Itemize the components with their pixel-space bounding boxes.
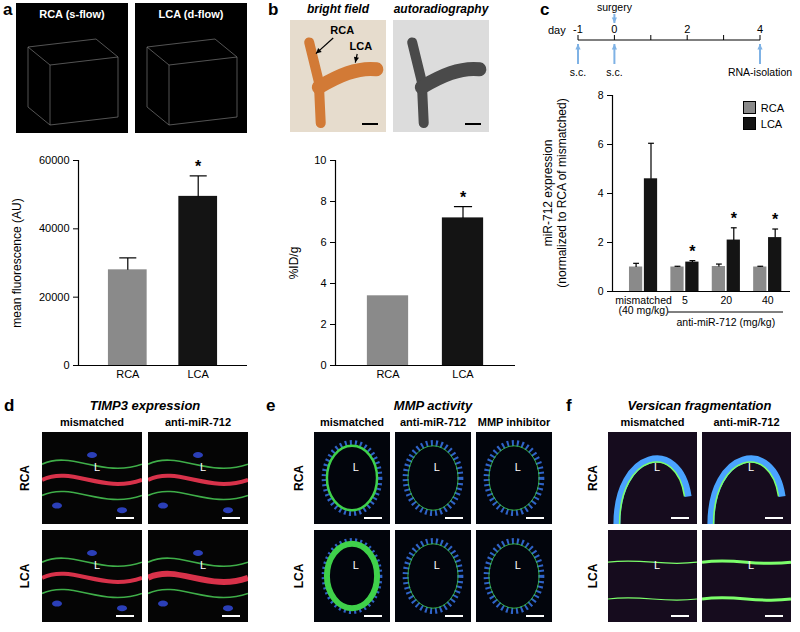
svg-text:RCA: RCA — [330, 24, 354, 36]
svg-text:40000: 40000 — [39, 222, 70, 234]
html-text:mismatched: mismatched — [319, 416, 385, 428]
svg-text:RNA-isolation: RNA-isolation — [728, 66, 792, 78]
html-text:%ID/g: %ID/g — [287, 246, 302, 279]
svg-text:L: L — [200, 559, 206, 571]
html-text:RCA: RCA — [760, 101, 784, 114]
html-text:f: f — [566, 396, 572, 415]
html-text:RCA (s-flow): RCA (s-flow) — [39, 8, 105, 20]
svg-text:20: 20 — [720, 294, 732, 306]
html-text:autoradiography: autoradiography — [393, 2, 489, 16]
html-text:LCA: LCA — [760, 117, 783, 130]
svg-text:L: L — [94, 461, 100, 473]
html-text:mismatched: mismatched — [620, 416, 685, 428]
html-text:miR-712 expression (normalized: miR-712 expression (normalized to RCA of… — [541, 98, 569, 288]
svg-text:2: 2 — [598, 236, 604, 248]
svg-text:L: L — [434, 461, 440, 473]
svg-text:RCA: RCA — [376, 368, 400, 380]
html-text:anti-miR-712: anti-miR-712 — [165, 416, 231, 428]
svg-text:LCA: LCA — [452, 368, 474, 380]
svg-text:6: 6 — [598, 138, 604, 150]
svg-text:L: L — [353, 559, 359, 571]
svg-text:LCA: LCA — [350, 40, 373, 52]
svg-text:L: L — [654, 559, 660, 571]
svg-text:*: * — [460, 189, 467, 206]
html-text:RCA: RCA — [586, 465, 601, 491]
html-text:d: d — [4, 396, 15, 415]
svg-text:60000: 60000 — [39, 154, 70, 166]
svg-text:L: L — [94, 559, 100, 571]
svg-text:L: L — [353, 461, 359, 473]
html-text:e: e — [266, 396, 276, 415]
svg-text:10: 10 — [314, 154, 326, 166]
svg-text:s.c.: s.c. — [606, 66, 622, 78]
svg-text:RCA: RCA — [116, 368, 140, 380]
html-text:LCA (d-flow): LCA (d-flow) — [158, 8, 224, 20]
svg-text:6: 6 — [320, 236, 326, 248]
html-text:LCA: LCA — [586, 563, 601, 589]
html-text:bright field: bright field — [307, 2, 369, 16]
html-text:RCA: RCA — [292, 465, 307, 491]
html-text:c: c — [540, 0, 550, 19]
svg-text:8: 8 — [598, 89, 604, 101]
html-text:anti-miR-712 (mg/kg): anti-miR-712 (mg/kg) — [676, 316, 776, 328]
svg-text:40: 40 — [762, 294, 774, 306]
svg-text:2: 2 — [684, 23, 690, 35]
html-text:anti-miR-712: anti-miR-712 — [713, 416, 780, 428]
svg-text:LCA: LCA — [188, 368, 210, 380]
svg-text:*: * — [689, 243, 696, 260]
svg-text:0: 0 — [320, 359, 326, 371]
html-text:MMP activity: MMP activity — [393, 398, 473, 413]
svg-text:4: 4 — [598, 187, 604, 199]
svg-text:0: 0 — [63, 359, 69, 371]
svg-text:*: * — [731, 210, 738, 227]
svg-text:*: * — [195, 158, 202, 175]
svg-text:*: * — [772, 211, 779, 228]
svg-text:surgery: surgery — [597, 1, 633, 13]
html-text:Versican fragmentation: Versican fragmentation — [627, 398, 772, 413]
svg-text:-1: -1 — [573, 23, 583, 35]
svg-text:mismatched(40 mg/kg): mismatched(40 mg/kg) — [615, 294, 672, 317]
svg-text:0: 0 — [611, 23, 617, 35]
html-text:TIMP3 expression: TIMP3 expression — [89, 398, 201, 413]
html-text:MMP inhibitor: MMP inhibitor — [477, 416, 551, 428]
svg-text:L: L — [748, 461, 754, 473]
svg-text:L: L — [515, 461, 521, 473]
svg-text:L: L — [515, 559, 521, 571]
svg-text:L: L — [434, 559, 440, 571]
html-text:mean fluorescence (AU): mean fluorescence (AU) — [10, 197, 25, 328]
html-text:b: b — [268, 0, 279, 19]
svg-text:4: 4 — [757, 23, 763, 35]
html-text:mismatched: mismatched — [59, 416, 125, 428]
html-text:RCA: RCA — [18, 465, 33, 491]
svg-text:day: day — [548, 24, 566, 36]
html-text:a: a — [3, 0, 13, 19]
svg-text:L: L — [200, 461, 206, 473]
svg-text:20000: 20000 — [39, 291, 70, 303]
svg-text:8: 8 — [320, 195, 326, 207]
svg-text:2: 2 — [320, 318, 326, 330]
svg-text:L: L — [748, 559, 754, 571]
html-text:LCA: LCA — [292, 563, 307, 589]
html-text:anti-miR-712: anti-miR-712 — [400, 416, 466, 428]
html-text:LCA: LCA — [18, 563, 33, 589]
svg-text:4: 4 — [320, 277, 326, 289]
svg-text:L: L — [654, 461, 660, 473]
svg-text:s.c.: s.c. — [570, 66, 586, 78]
svg-text:0: 0 — [598, 285, 604, 297]
svg-text:5: 5 — [682, 294, 688, 306]
